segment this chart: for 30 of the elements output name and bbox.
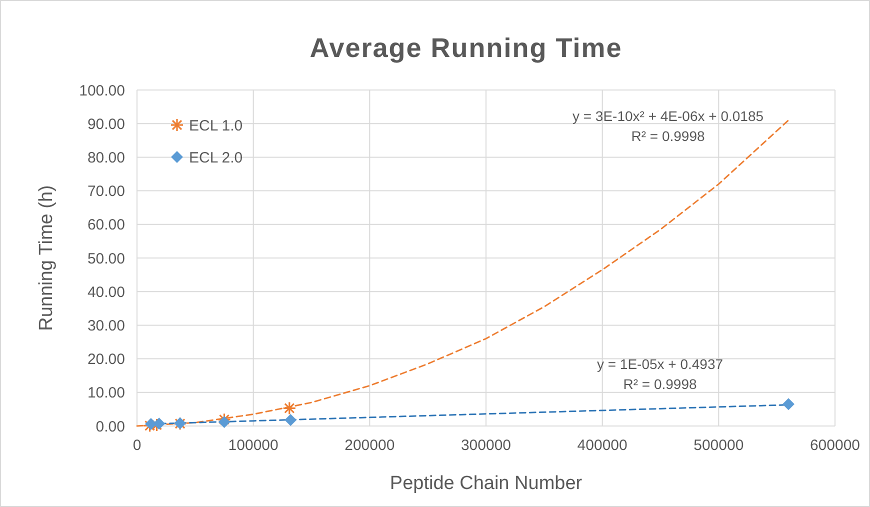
y-tick-label: 90.00 — [87, 116, 125, 133]
annotation: y = 1E-05x + 0.4937 — [596, 356, 724, 372]
x-tick-label: 400000 — [577, 437, 628, 454]
y-tick-label: 80.00 — [87, 149, 125, 166]
x-tick-label: 0 — [132, 437, 142, 454]
y-tick-label: 20.00 — [87, 351, 125, 368]
y-tick-label: 70.00 — [87, 183, 125, 200]
x-tick-label: 200000 — [344, 437, 395, 454]
y-tick-label: 50.00 — [87, 250, 125, 268]
x-tick-label: 500000 — [694, 437, 744, 454]
annotation: R² = 0.9998 — [631, 128, 705, 144]
x-tick-label: 100000 — [228, 437, 278, 454]
legend-label: ECL 1.0 — [189, 117, 243, 134]
y-tick-label: 30.00 — [87, 317, 125, 334]
point — [284, 414, 297, 426]
x-axis-title: Peptide Chain Number — [390, 473, 583, 494]
annotation: y = 3E-10x² + 4E-06x + 0.0185 — [572, 108, 764, 124]
legend-label: ECL 2.0 — [189, 149, 243, 166]
x-tick-label: 600000 — [810, 437, 860, 454]
y-tick-label: 60.00 — [87, 216, 125, 234]
y-tick-label: 100.00 — [79, 82, 125, 100]
y-tick-label: 40.00 — [87, 284, 125, 301]
y-axis-title: Running Time (h) — [36, 185, 57, 331]
annotation: R² = 0.9998 — [623, 376, 697, 392]
point — [218, 416, 230, 428]
y-tick-label: 10.00 — [87, 384, 125, 402]
x-tick-label: 300000 — [460, 437, 512, 454]
point — [782, 398, 794, 410]
y-tick-label: 0.00 — [96, 418, 125, 436]
chart-title: Average Running Time — [310, 33, 622, 63]
